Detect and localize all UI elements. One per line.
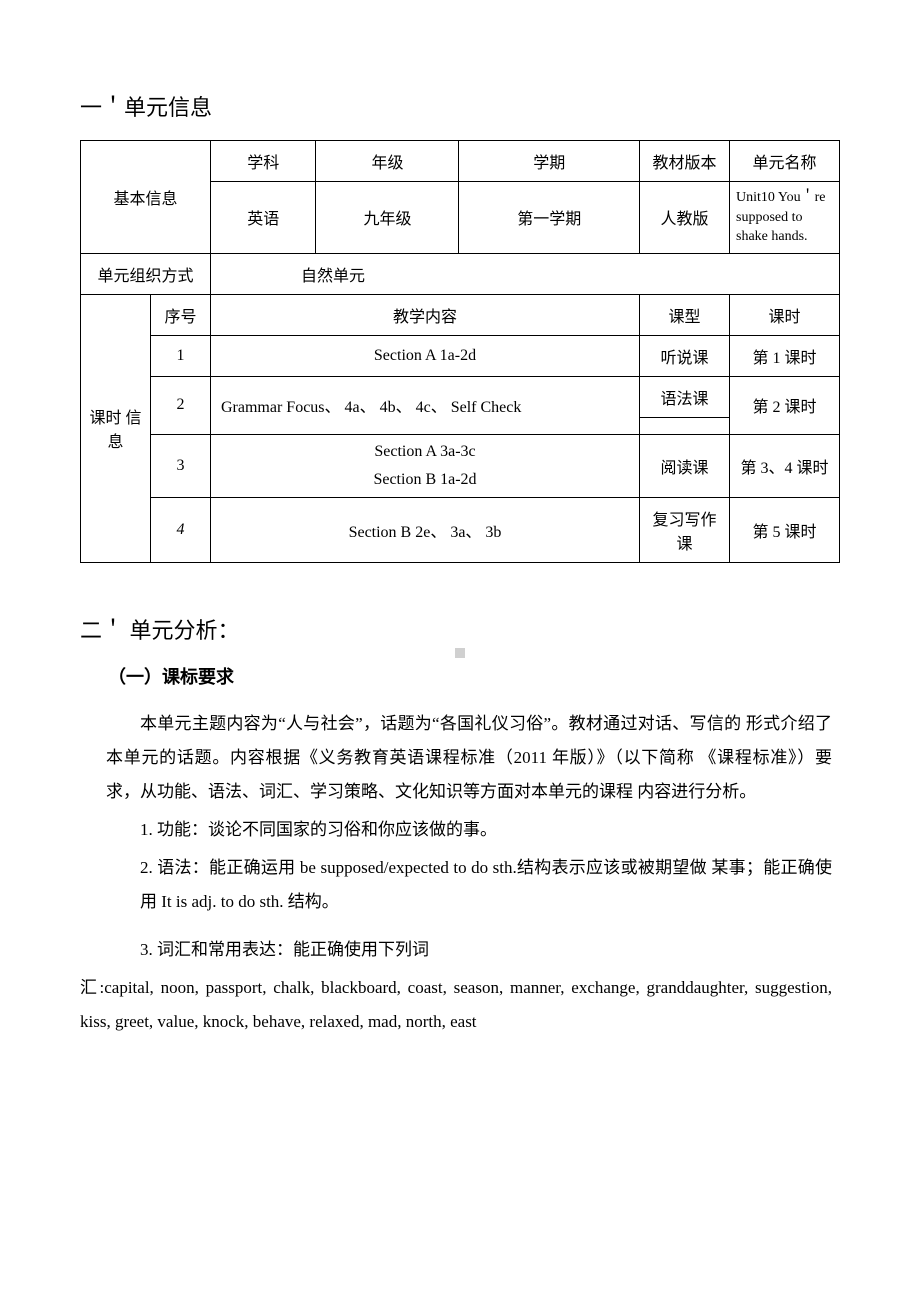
table-row: 4 Section B 2e、 3a、 3b 复习写作课 第 5 课时 (81, 497, 840, 562)
type-4: 复习写作课 (640, 497, 730, 562)
header-semester: 学期 (459, 141, 640, 182)
period-1: 第 1 课时 (730, 335, 840, 376)
value-grade: 九年级 (316, 182, 459, 254)
seq-3: 3 (151, 434, 211, 497)
header-subject: 学科 (211, 141, 316, 182)
type-1: 听说课 (640, 335, 730, 376)
paragraph-vocab-intro: 3. 词汇和常用表达：能正确使用下列词 (106, 933, 832, 967)
seq-2: 2 (151, 376, 211, 434)
paragraph-vocab-list: 汇:capital, noon, passport, chalk, blackb… (80, 971, 832, 1039)
value-semester: 第一学期 (459, 182, 640, 254)
paragraph-intro: 本单元主题内容为“人与社会”，话题为“各国礼仪习俗”。教材通过对话、写信的 形式… (106, 707, 832, 809)
table-row: 基本信息 学科 年级 学期 教材版本 单元名称 (81, 141, 840, 182)
content-3a: Section A 3a-3c (217, 443, 633, 461)
type-2: 语法课 (640, 376, 730, 417)
table-row: 课时 信 息 序号 教学内容 课型 课时 (81, 294, 840, 335)
table-row: 1 Section A 1a-2d 听说课 第 1 课时 (81, 335, 840, 376)
period-info-label: 课时 信 息 (81, 294, 151, 562)
table-row: 单元组织方式 自然单元 (81, 253, 840, 294)
content-2: Grammar Focus、 4a、 4b、 4c、 Self Check (211, 376, 640, 434)
decorative-square-icon (455, 648, 465, 658)
content-4: Section B 2e、 3a、 3b (211, 497, 640, 562)
basic-info-label-cell: 基本信息 (81, 141, 211, 254)
subsection-requirement-heading: （一）课标要求 (108, 663, 840, 689)
col-content-header: 教学内容 (211, 294, 640, 335)
value-version: 人教版 (640, 182, 730, 254)
period-2: 第 2 课时 (730, 376, 840, 434)
type-3: 阅读课 (640, 434, 730, 497)
header-grade: 年级 (316, 141, 459, 182)
table-row: 2 Grammar Focus、 4a、 4b、 4c、 Self Check … (81, 376, 840, 417)
table-row: 3 Section A 3a-3c Section B 1a-2d 阅读课 第 … (81, 434, 840, 497)
content-3b: Section B 1a-2d (217, 471, 633, 489)
header-unit-name: 单元名称 (730, 141, 840, 182)
org-method-value: 自然单元 (211, 253, 840, 294)
org-method-label: 单元组织方式 (81, 253, 211, 294)
header-version: 教材版本 (640, 141, 730, 182)
content-3: Section A 3a-3c Section B 1a-2d (211, 434, 640, 497)
type-2-empty (640, 417, 730, 434)
seq-1: 1 (151, 335, 211, 376)
col-type-header: 课型 (640, 294, 730, 335)
section-two-heading: 二＇ 单元分析： (80, 613, 840, 645)
paragraph-grammar: 2. 语法：能正确运用 be supposed/expected to do s… (106, 851, 832, 919)
content-1: Section A 1a-2d (211, 335, 640, 376)
period-4: 第 5 课时 (730, 497, 840, 562)
unit-info-table: 基本信息 学科 年级 学期 教材版本 单元名称 英语 九年级 第一学期 人教版 … (80, 140, 840, 563)
seq-4: 4 (151, 497, 211, 562)
paragraph-func: 1. 功能：谈论不同国家的习俗和你应该做的事。 (106, 813, 832, 847)
value-subject: 英语 (211, 182, 316, 254)
period-3: 第 3、4 课时 (730, 434, 840, 497)
value-unit-name: Unit10 You＇re supposed to shake hands. (730, 182, 840, 254)
section-one-heading: 一＇单元信息 (80, 90, 840, 122)
col-period-header: 课时 (730, 294, 840, 335)
col-seq-header: 序号 (151, 294, 211, 335)
